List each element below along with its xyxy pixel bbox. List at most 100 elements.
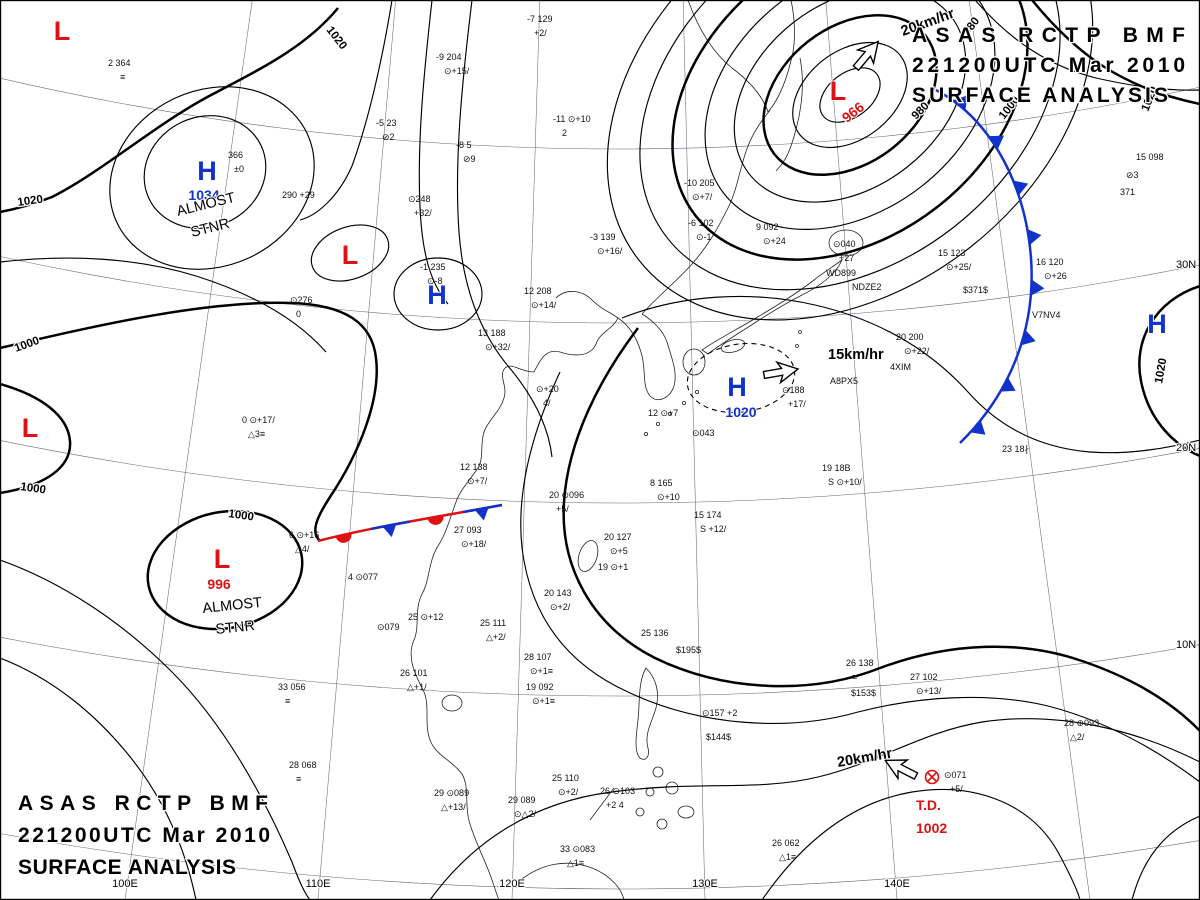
pressure-center-letter: H bbox=[197, 156, 217, 186]
cold-front-triangle bbox=[970, 420, 986, 435]
station-plot: 25 111 bbox=[480, 618, 506, 628]
station-plot: ⊙188 bbox=[782, 385, 805, 395]
coastlines bbox=[410, 0, 864, 900]
station-plot: 33 ⊙083 bbox=[560, 844, 595, 854]
coast-taiwan bbox=[577, 540, 599, 572]
station-plot: ⊘3 bbox=[1126, 170, 1139, 180]
station-plot: -8 5 bbox=[456, 140, 472, 150]
station-plot: ⊙+18/ bbox=[461, 539, 487, 549]
title-bottom-line1: ASAS RCTP BMF bbox=[18, 792, 268, 815]
pressure-center-letter: L bbox=[342, 240, 359, 270]
station-plot: 6 ⊙+16 bbox=[289, 530, 319, 540]
station-plot: 2 bbox=[562, 128, 567, 138]
station-plot: ⊙079 bbox=[377, 622, 400, 632]
isobar-china-sea bbox=[520, 371, 1200, 783]
station-plot: ≡ bbox=[852, 672, 857, 682]
station-plot: ⊙276 bbox=[290, 295, 313, 305]
station-plot: 27 093 bbox=[454, 525, 482, 535]
longitude-label: 110E bbox=[306, 878, 331, 890]
meridian-line bbox=[124, 0, 253, 900]
isobar-value-label: 1020 bbox=[17, 194, 44, 209]
pressure-center-letter: L bbox=[22, 413, 39, 443]
isobar-l966-980 bbox=[762, 13, 938, 177]
station-plot: -5 23 bbox=[376, 118, 397, 128]
pressure-center-value: 1020 bbox=[725, 404, 756, 420]
isobar-sw-2 bbox=[0, 657, 197, 900]
pressure-center-letter: H bbox=[727, 372, 747, 402]
td-pressure: 1002 bbox=[916, 820, 947, 836]
td-circle bbox=[924, 769, 940, 785]
station-plot: -10 205 bbox=[684, 178, 715, 188]
meridian-line bbox=[511, 0, 541, 900]
station-plot: +32/ bbox=[414, 208, 432, 218]
coast-okhotsk bbox=[687, 0, 795, 113]
station-plot: 26 101 bbox=[400, 668, 428, 678]
coast-visayas-2 bbox=[665, 781, 679, 795]
coast-negros bbox=[656, 818, 668, 830]
isobar-1000-west-trough bbox=[0, 301, 378, 542]
parallel-line bbox=[0, 77, 1200, 149]
isobar-mid-left bbox=[0, 257, 327, 353]
station-plot: 4XIM bbox=[890, 362, 911, 372]
pressure-center-letter: H bbox=[1147, 309, 1167, 339]
coast-ryukyu-3 bbox=[668, 411, 673, 416]
station-plot: -3 139 bbox=[590, 232, 616, 242]
station-plot: WD899 bbox=[826, 268, 856, 278]
isobar-1020-east-edge bbox=[1138, 284, 1200, 458]
isobar-small-high bbox=[393, 257, 483, 331]
station-plot: △+13/ bbox=[441, 802, 466, 812]
coast-honshu bbox=[701, 258, 843, 355]
station-plot: 371 bbox=[1120, 187, 1135, 197]
station-plot: 28 107 bbox=[524, 652, 552, 662]
station-plot: -7 129 bbox=[527, 14, 553, 24]
stationary-front-triangle bbox=[474, 507, 489, 521]
cold-front-triangle bbox=[988, 135, 1005, 150]
station-plot: 26 138 bbox=[846, 658, 874, 668]
station-plot: ⊙+25/ bbox=[946, 262, 972, 272]
meridian-line bbox=[682, 0, 706, 900]
station-plot: 26 062 bbox=[772, 838, 800, 848]
station-plot: 26 ⊙103 bbox=[600, 786, 635, 796]
station-plot: S +12/ bbox=[700, 524, 727, 534]
station-plot: 29 ⊙089 bbox=[434, 788, 469, 798]
station-plot: ⊙+1≡ bbox=[532, 696, 555, 706]
isobar-value-label: 1020 bbox=[324, 24, 349, 52]
coast-korea bbox=[617, 313, 676, 400]
coast-izu-1 bbox=[798, 330, 802, 334]
cold-front-triangle bbox=[1030, 279, 1045, 296]
coast-visayas-1 bbox=[652, 766, 664, 778]
station-plot: △2/ bbox=[1070, 732, 1085, 742]
station-plot: 4 ⊙077 bbox=[348, 572, 378, 582]
station-plot: ⊙+2/ bbox=[558, 787, 579, 797]
isobar-1020-pacific bbox=[562, 327, 1200, 732]
isobar-trough-3 bbox=[456, 0, 553, 458]
speed-label: 20km/hr bbox=[836, 745, 894, 770]
coast-sakhalin bbox=[775, 57, 803, 172]
isobar-l966-r4 bbox=[733, 0, 967, 203]
station-plot: ⊙157 +2 bbox=[702, 708, 737, 718]
cold-front bbox=[935, 88, 1033, 444]
title-top-line1: ASAS RCTP BMF bbox=[912, 24, 1185, 47]
station-plot: S ⊙+10/ bbox=[828, 477, 862, 487]
meridian-line bbox=[968, 0, 1091, 900]
pressure-center-letter: L bbox=[214, 544, 231, 574]
station-plot: ⊘2 bbox=[382, 132, 395, 142]
motion-arrow bbox=[852, 40, 880, 72]
station-plot: △+2/ bbox=[486, 632, 506, 642]
station-plot: 13 188 bbox=[478, 328, 506, 338]
pressure-center-value: 996 bbox=[207, 576, 231, 592]
longitude-label: 120E bbox=[499, 878, 525, 890]
station-plot: 28 ⊕093 bbox=[1064, 718, 1099, 728]
station-plot: $144$ bbox=[706, 732, 731, 742]
station-plot: ⊙043 bbox=[692, 428, 715, 438]
title-bottom-line2: 221200UTC Mar 2010 bbox=[18, 824, 270, 847]
coast-hainan bbox=[441, 694, 463, 712]
station-plot: 12 ⊙+7 bbox=[648, 408, 678, 418]
isobar-l966-r2 bbox=[792, 41, 908, 149]
isobar-ne-thin bbox=[974, 0, 1200, 91]
stationary-front-semicircle bbox=[427, 515, 444, 525]
coast-hokkaido bbox=[828, 229, 864, 257]
fronts bbox=[317, 88, 1045, 543]
